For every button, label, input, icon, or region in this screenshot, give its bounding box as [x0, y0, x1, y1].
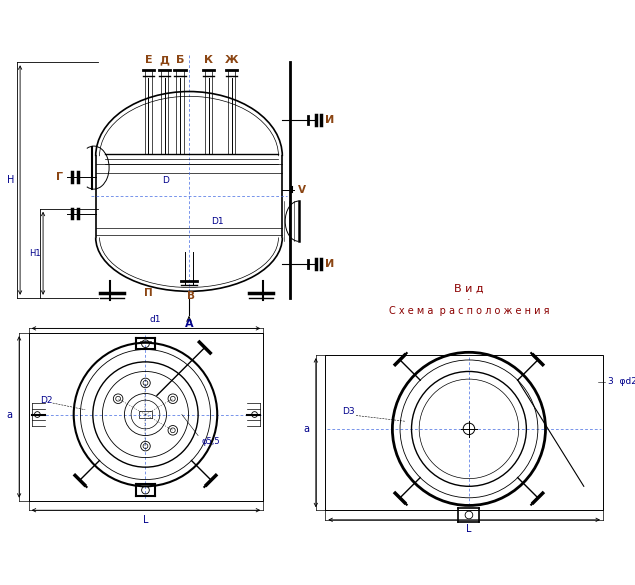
Text: d1: d1	[149, 315, 161, 324]
Text: С х е м а  р а с п о л о ж е н и я: С х е м а р а с п о л о ж е н и я	[389, 306, 549, 316]
Text: В: В	[187, 291, 195, 301]
Text: a: a	[6, 410, 13, 419]
Text: L: L	[143, 515, 148, 525]
Text: И: И	[324, 259, 334, 269]
Text: Б: Б	[176, 56, 184, 66]
Text: Ж: Ж	[225, 56, 238, 66]
Text: К: К	[204, 56, 213, 66]
Text: 3  φd2: 3 φd2	[608, 377, 635, 387]
Text: φ5,5: φ5,5	[201, 437, 220, 446]
Text: Н: Н	[7, 175, 14, 185]
Text: D3: D3	[343, 407, 355, 416]
Bar	[325, 355, 603, 510]
Text: Г: Г	[56, 172, 63, 182]
Text: ·: ·	[467, 295, 471, 305]
Bar	[139, 411, 152, 418]
Text: L: L	[466, 524, 472, 534]
Text: a: a	[304, 424, 309, 434]
Text: Н1: Н1	[29, 249, 40, 258]
Text: И: И	[324, 115, 334, 125]
Text: V: V	[297, 185, 305, 195]
Text: П: П	[144, 288, 153, 298]
Text: D1: D1	[211, 216, 224, 226]
Text: Д: Д	[159, 56, 170, 66]
Text: D: D	[162, 176, 168, 184]
Text: Е: Е	[145, 56, 152, 66]
Bar	[29, 333, 263, 501]
Text: В и д: В и д	[454, 283, 484, 293]
Text: А: А	[185, 319, 193, 329]
Text: D2: D2	[40, 395, 53, 405]
